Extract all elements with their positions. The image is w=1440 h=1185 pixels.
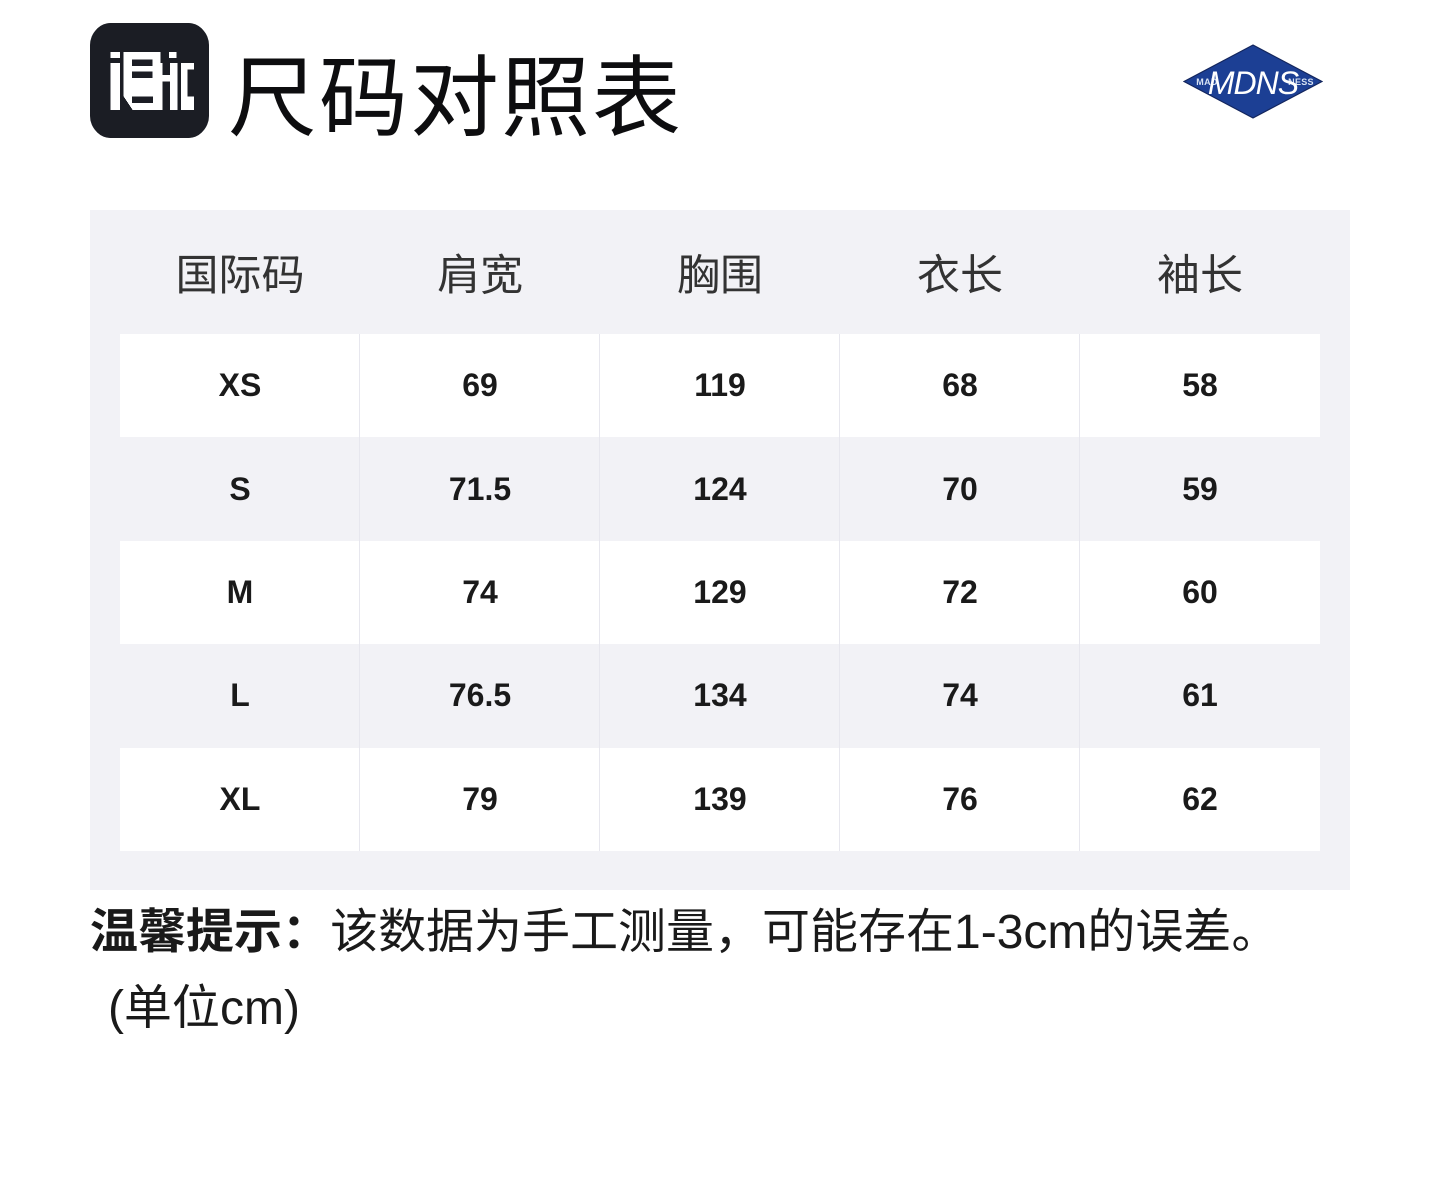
svg-text:MDNS: MDNS bbox=[1208, 65, 1299, 101]
